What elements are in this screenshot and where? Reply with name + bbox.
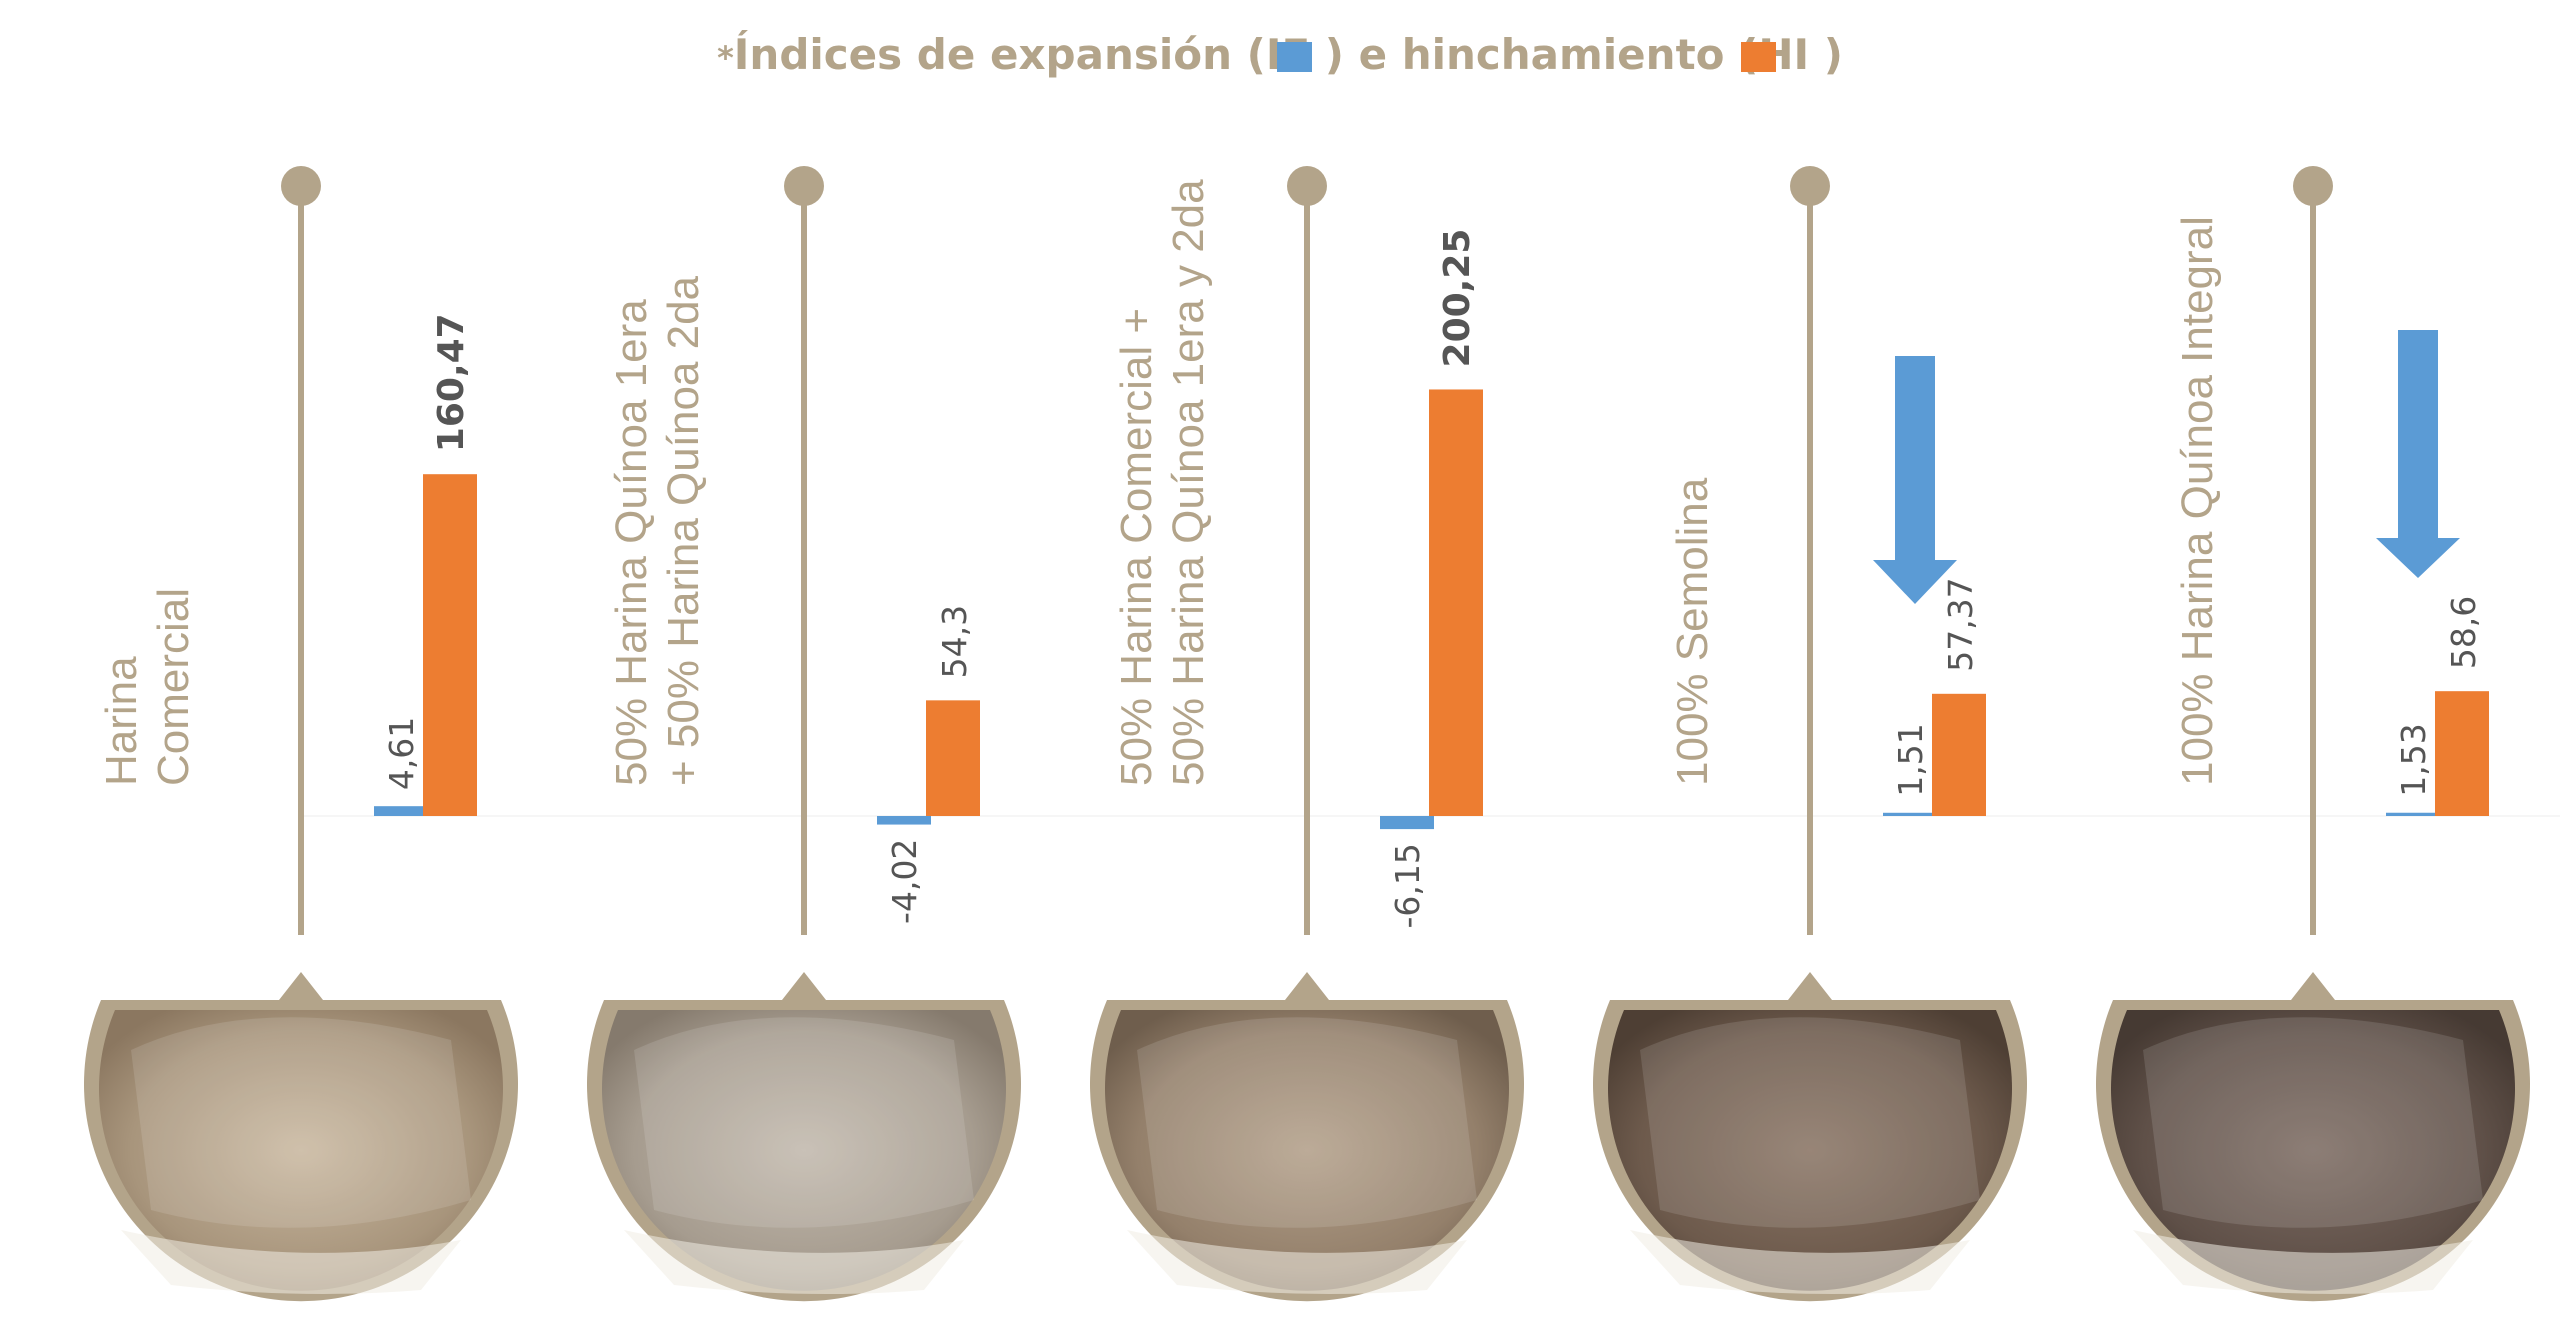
bar-ie <box>877 816 931 825</box>
bread-photo-icon <box>1593 972 2027 1302</box>
data-label-ie: 4,61 <box>382 717 421 790</box>
plate-shape <box>1127 1230 1467 1294</box>
category-group: 50% Harina Comercial +50% Harina Quínoa … <box>1090 166 1817 1302</box>
bread-photo-icon <box>84 972 519 1302</box>
photo-image <box>1608 1010 2012 1291</box>
bar-hi <box>926 700 980 816</box>
plate-shape <box>624 1230 964 1294</box>
category-group: 50% Harina Quínoa 1era+ 50% Harina Quíno… <box>586 166 1314 1302</box>
bread-photo-icon <box>1090 972 1524 1302</box>
data-label-ie: -4,02 <box>885 839 924 924</box>
bar-hi <box>1932 693 1986 816</box>
data-label-hi: 54,3 <box>935 605 974 678</box>
bread-slice-shape <box>1640 1017 1980 1228</box>
photo-image <box>2111 1010 2515 1291</box>
timeline-dot <box>784 166 824 206</box>
timeline-dot <box>1790 166 1830 206</box>
bread-photo-icon <box>586 972 1021 1302</box>
data-label-hi: 160,47 <box>431 313 472 452</box>
legend-swatch-hi <box>1741 42 1776 72</box>
data-label-hi: 200,25 <box>1437 229 1478 368</box>
category-group: 100% Semolina 1,51 57,37 <box>1593 166 2320 1302</box>
title-part2: ) e hinchamiento ( <box>1325 30 1759 79</box>
bar-hi <box>423 474 477 816</box>
plate-shape <box>1630 1230 1970 1294</box>
bar-ie <box>2386 812 2440 816</box>
title-gap-hi <box>1809 30 1824 79</box>
photo-image <box>1104 1010 1509 1291</box>
legend-swatch-ie <box>1277 42 1312 72</box>
title-part1: Índices de expansión ( <box>734 29 1266 79</box>
bar-ie <box>374 806 428 816</box>
category-label-line: 50% Harina Quínoa 1era y 2da <box>1164 179 1213 786</box>
category-label-line: Comercial <box>149 588 198 786</box>
data-label-ie: 1,51 <box>1891 723 1930 796</box>
category-label: 100% Harina Quínoa Integral <box>2173 216 2222 786</box>
bread-photo-icon <box>2096 972 2530 1302</box>
category-label: 50% Harina Comercial +50% Harina Quínoa … <box>1112 179 1213 786</box>
down-arrow-icon <box>1873 356 1957 604</box>
bread-slice-shape <box>634 1017 974 1228</box>
category-label: HarinaComercial <box>97 588 198 786</box>
bread-slice-shape <box>1137 1017 1477 1228</box>
category-label-line: 50% Harina Quínoa 1era <box>607 299 656 786</box>
bread-slice-shape <box>131 1017 471 1228</box>
data-label-hi: 58,6 <box>2444 596 2483 669</box>
title-gap-ie <box>1310 30 1325 79</box>
bar-hi <box>2435 691 2489 816</box>
plate-shape <box>2133 1230 2473 1294</box>
category-label-line: 100% Semolina <box>1668 477 1717 786</box>
timeline-dot <box>2293 166 2333 206</box>
timeline-dot <box>1287 166 1327 206</box>
title-star: * <box>717 39 734 77</box>
category-label-line: + 50% Harina Quínoa 2da <box>659 275 708 786</box>
bread-slice-shape <box>2143 1017 2483 1228</box>
bar-hi <box>1429 389 1483 816</box>
category-label-line: Harina <box>97 656 146 786</box>
category-label-line: 100% Harina Quínoa Integral <box>2173 216 2222 786</box>
bar-ie <box>1380 816 1434 830</box>
bar-ie <box>1883 812 1937 816</box>
category-group: HarinaComercial 4,61 160,47 <box>84 166 811 1302</box>
data-label-ie: -6,15 <box>1388 843 1427 928</box>
data-label-ie: 1,53 <box>2394 723 2433 796</box>
title-part3: ) <box>1824 30 1843 79</box>
photo-image <box>601 1010 1007 1291</box>
down-arrow-icon <box>2376 330 2460 578</box>
plate-shape <box>121 1230 461 1294</box>
data-label-hi: 57,37 <box>1941 577 1980 671</box>
timeline-dot <box>281 166 321 206</box>
photo-image <box>99 1010 504 1291</box>
category-label: 50% Harina Quínoa 1era+ 50% Harina Quíno… <box>607 275 708 786</box>
category-label-line: 50% Harina Comercial + <box>1112 308 1161 786</box>
category-group: 100% Harina Quínoa Integral 1,53 58,6 <box>2096 166 2560 1302</box>
category-label: 100% Semolina <box>1668 477 1717 786</box>
